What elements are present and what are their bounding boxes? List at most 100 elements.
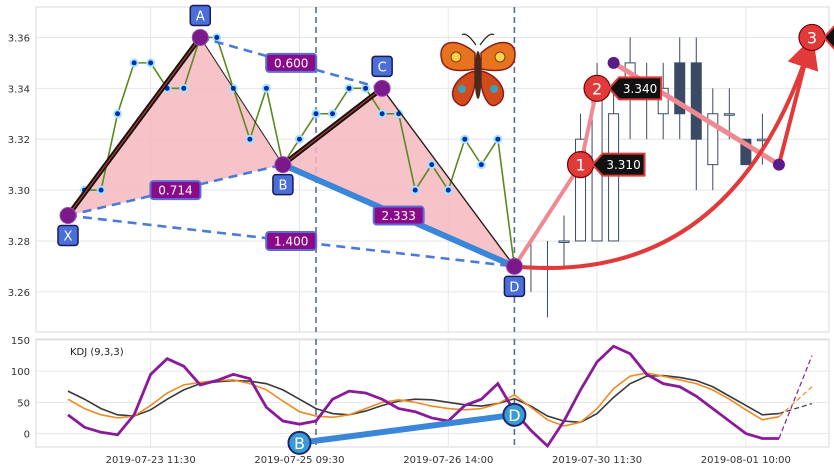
target-number: 1 xyxy=(575,156,585,175)
kdj-y-tick-label: 0 xyxy=(24,430,30,441)
marker-dot xyxy=(772,158,785,171)
price-point xyxy=(311,109,321,119)
pattern-point-a xyxy=(191,28,209,46)
leg-cd xyxy=(381,87,515,267)
price-point xyxy=(245,134,255,144)
ratio-box xyxy=(149,180,202,201)
kdj-panel xyxy=(35,338,830,448)
leg-xa-inner xyxy=(67,37,201,216)
price-y-tick-label: 3.36 xyxy=(8,33,30,44)
target-curve-3 xyxy=(514,36,819,270)
price-point xyxy=(261,83,271,93)
price-y-tick-label: 3.34 xyxy=(8,84,30,95)
butterfly-icon xyxy=(440,33,516,107)
target-flag xyxy=(607,76,663,101)
pattern-label-box xyxy=(503,275,526,298)
kdj-projection xyxy=(778,403,813,415)
candle-body xyxy=(575,138,587,242)
candle-body xyxy=(558,240,570,243)
price-point xyxy=(377,109,387,119)
price-point xyxy=(493,134,503,144)
pattern-triangle-bcd xyxy=(282,88,515,267)
price-plot: XABCD0.6000.7142.3331.40013.31023.34033.… xyxy=(57,4,834,447)
ratio-label: 2.333 xyxy=(381,209,415,223)
target-line-1 xyxy=(512,163,583,268)
price-point xyxy=(129,58,139,68)
target-value: 3.340 xyxy=(623,82,657,96)
target-number: 3 xyxy=(807,28,817,47)
price-point xyxy=(294,134,304,144)
pattern-label-box xyxy=(371,55,393,78)
price-y-tick-label: 3.30 xyxy=(8,186,30,197)
candle-body xyxy=(707,113,719,166)
target-number: 2 xyxy=(592,79,602,98)
target-line-3 xyxy=(776,50,810,166)
target-flag xyxy=(591,152,646,177)
candle-body xyxy=(740,138,752,166)
pattern-point-x xyxy=(59,207,77,225)
price-point xyxy=(344,83,354,93)
candle-body xyxy=(657,87,669,115)
ratio-box xyxy=(372,205,425,226)
pattern-point-d xyxy=(505,257,523,275)
kdj-projection xyxy=(778,355,813,439)
candle-body xyxy=(608,113,620,242)
x-tick-label: 2019-07-23 11:30 xyxy=(106,455,196,466)
ratio-label: 0.600 xyxy=(274,56,308,70)
leg-ab xyxy=(199,37,284,165)
pattern-label: X xyxy=(64,230,73,245)
pattern-label-box xyxy=(189,4,212,27)
kdj-plot: BD xyxy=(67,344,813,455)
pattern-label: C xyxy=(378,60,387,75)
pattern-label-box xyxy=(57,224,79,247)
price-point xyxy=(427,160,437,170)
kdj-line-1 xyxy=(67,372,780,427)
ratio-box xyxy=(265,230,318,251)
price-y-tick-label: 3.26 xyxy=(8,288,30,299)
kdj-divergence-line xyxy=(299,411,515,446)
price-point xyxy=(96,185,106,195)
pattern-label: A xyxy=(196,9,205,24)
kdj-divergence-point xyxy=(287,430,312,455)
x-axis: 2019-07-23 11:30 2019-07-25 09:30 2019-07-… xyxy=(106,455,791,466)
marker-dot xyxy=(607,56,620,69)
pattern-point-c xyxy=(373,79,391,97)
pattern-label: B xyxy=(278,179,287,194)
price-point xyxy=(476,160,486,170)
kdj-y-tick-label: 150 xyxy=(11,336,30,347)
x-tick-label: 2019-07-30 11:30 xyxy=(552,455,642,466)
price-point xyxy=(361,83,371,93)
x-tick-label: 2019-07-26 14:00 xyxy=(403,455,493,466)
x-tick-label: 2019-08-01 10:00 xyxy=(701,455,791,466)
kdj-divergence-label: B xyxy=(294,434,305,453)
candle-body xyxy=(674,62,686,115)
pattern-label-box xyxy=(272,173,294,196)
kdj-y-axis: 0 50 100 150 xyxy=(11,336,30,441)
price-point xyxy=(179,83,189,93)
price-point xyxy=(212,32,222,42)
price-y-tick-label: 3.32 xyxy=(8,135,30,146)
ratio-label: 0.714 xyxy=(158,184,192,198)
kdj-y-tick-label: 100 xyxy=(11,367,30,378)
leg-bc-inner xyxy=(282,87,383,166)
x-tick-label: 2019-07-25 09:30 xyxy=(254,455,344,466)
ratio-label: 1.400 xyxy=(274,234,308,248)
kdj-grid xyxy=(36,339,829,447)
price-y-axis: 3.26 3.28 3.30 3.32 3.34 3.36 xyxy=(8,33,30,298)
candle-body xyxy=(723,113,735,116)
kdj-title: KDJ (9,3,3) xyxy=(70,347,124,358)
price-point xyxy=(146,58,156,68)
price-point xyxy=(328,109,338,119)
kdj-divergence-point xyxy=(502,402,527,427)
target-value: 3.310 xyxy=(606,158,640,172)
price-y-tick-label: 3.28 xyxy=(8,237,30,248)
kdj-divergence-label: D xyxy=(508,406,520,425)
target-flag xyxy=(822,25,834,50)
pattern-point-b xyxy=(274,156,292,174)
price-line xyxy=(67,36,516,267)
price-point xyxy=(443,185,453,195)
pattern-label: D xyxy=(509,280,519,295)
kdj-line-2 xyxy=(67,344,779,449)
price-point xyxy=(410,185,420,195)
